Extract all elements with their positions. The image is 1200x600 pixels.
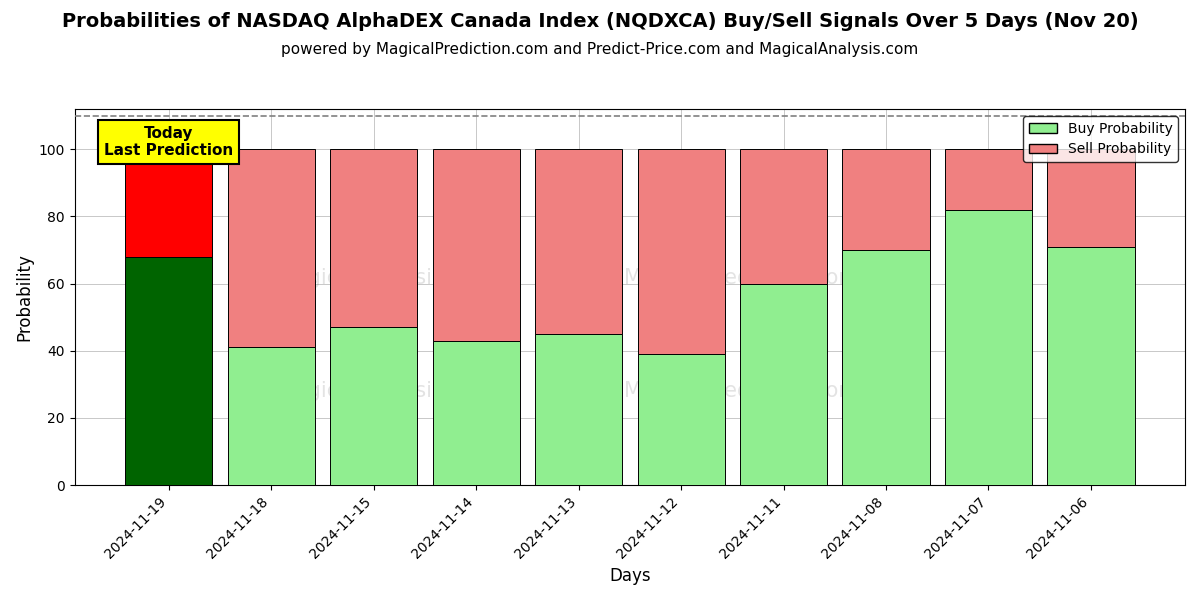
Bar [535, 149, 622, 334]
Bar [842, 149, 930, 250]
Bar [125, 257, 212, 485]
Text: MagicalPrediction.com: MagicalPrediction.com [624, 381, 858, 401]
Bar [228, 149, 314, 347]
Bar [944, 210, 1032, 485]
Bar [637, 149, 725, 354]
Bar [432, 341, 520, 485]
Text: MagicalPrediction.com: MagicalPrediction.com [624, 268, 858, 288]
Y-axis label: Probability: Probability [16, 253, 34, 341]
Bar [1048, 247, 1134, 485]
Text: Today
Last Prediction: Today Last Prediction [104, 126, 233, 158]
X-axis label: Days: Days [610, 567, 650, 585]
Bar [842, 250, 930, 485]
Text: powered by MagicalPrediction.com and Predict-Price.com and MagicalAnalysis.com: powered by MagicalPrediction.com and Pre… [281, 42, 919, 57]
Bar [125, 149, 212, 257]
Text: Probabilities of NASDAQ AlphaDEX Canada Index (NQDXCA) Buy/Sell Signals Over 5 D: Probabilities of NASDAQ AlphaDEX Canada … [61, 12, 1139, 31]
Bar [1048, 149, 1134, 247]
Bar [637, 354, 725, 485]
Bar [740, 149, 827, 284]
Bar [740, 284, 827, 485]
Text: MagicalAnalysis.com: MagicalAnalysis.com [277, 381, 494, 401]
Bar [535, 334, 622, 485]
Bar [432, 149, 520, 341]
Bar [228, 347, 314, 485]
Bar [944, 149, 1032, 210]
Bar [330, 327, 418, 485]
Bar [330, 149, 418, 327]
Legend: Buy Probability, Sell Probability: Buy Probability, Sell Probability [1024, 116, 1178, 162]
Text: MagicalAnalysis.com: MagicalAnalysis.com [277, 268, 494, 288]
